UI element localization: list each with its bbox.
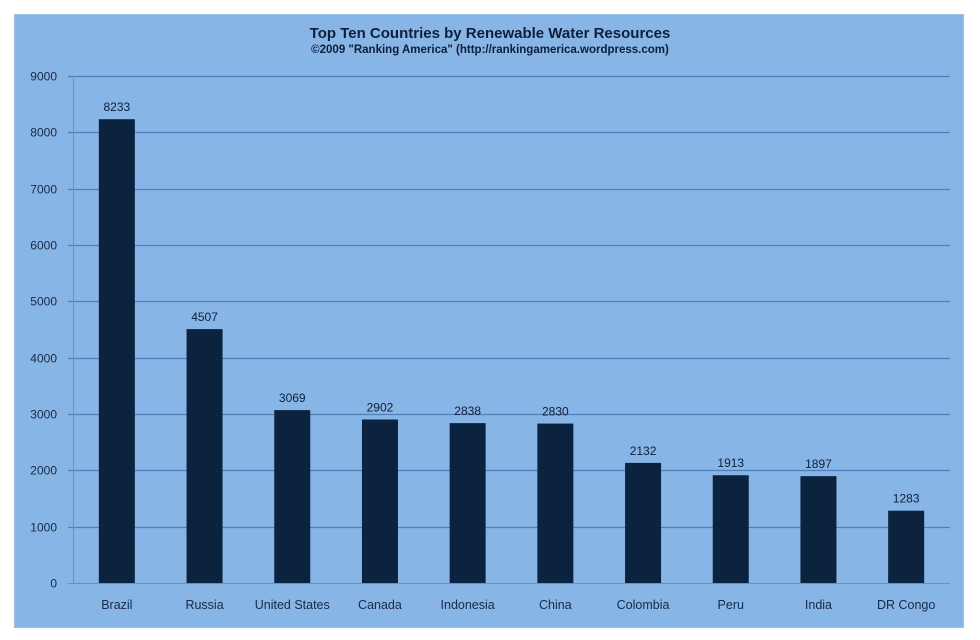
bar-colombia bbox=[625, 462, 662, 583]
data-label: 8233 bbox=[103, 100, 130, 114]
bar-united-states bbox=[274, 410, 311, 583]
chart-title: Top Ten Countries by Renewable Water Res… bbox=[309, 25, 671, 42]
y-tick-label: 1000 bbox=[30, 521, 57, 535]
y-tick-label: 9000 bbox=[30, 70, 57, 84]
axes bbox=[68, 76, 950, 584]
y-tick-label: 6000 bbox=[30, 239, 57, 253]
x-tick-label: China bbox=[539, 598, 572, 612]
data-label: 3069 bbox=[279, 391, 306, 405]
bar-russia bbox=[186, 329, 223, 583]
data-label: 2830 bbox=[542, 405, 569, 419]
y-tick-label: 2000 bbox=[30, 464, 57, 478]
bar-brazil bbox=[98, 119, 135, 583]
x-tick-label: India bbox=[805, 598, 832, 612]
chart-subtitle: ©2009 "Ranking America" (http://rankinga… bbox=[311, 44, 669, 56]
x-tick-label: United States bbox=[255, 598, 330, 612]
y-tick-label: 3000 bbox=[30, 408, 57, 422]
y-tick-label: 4000 bbox=[30, 352, 57, 366]
data-label: 4507 bbox=[191, 310, 218, 324]
bar-dr-congo bbox=[888, 510, 925, 583]
x-tick-label: DR Congo bbox=[877, 598, 935, 612]
data-label: 2838 bbox=[454, 404, 481, 418]
y-tick-label: 7000 bbox=[30, 183, 57, 197]
bar-india bbox=[800, 476, 837, 583]
data-label: 1897 bbox=[805, 457, 832, 471]
x-tick-label: Canada bbox=[358, 598, 402, 612]
y-tick-label: 8000 bbox=[30, 126, 57, 140]
data-label: 1913 bbox=[717, 456, 744, 470]
bars bbox=[98, 119, 925, 583]
x-tick-label: Russia bbox=[185, 598, 223, 612]
bar-canada bbox=[361, 419, 398, 583]
bar-peru bbox=[712, 475, 749, 583]
labels: 0 1000 2000 3000 4000 5000 6000 7000 8000 9000 823… bbox=[30, 70, 935, 613]
bar-china bbox=[537, 423, 574, 583]
x-tick-label: Peru bbox=[718, 598, 744, 612]
y-tick-label: 5000 bbox=[30, 295, 57, 309]
x-tick-label: Brazil bbox=[101, 598, 132, 612]
data-label: 2902 bbox=[367, 401, 394, 415]
data-label: 1283 bbox=[893, 492, 920, 506]
y-tick-label: 0 bbox=[50, 577, 57, 591]
data-label: 2132 bbox=[630, 444, 657, 458]
x-tick-label: Colombia bbox=[617, 598, 670, 612]
bar-indonesia bbox=[449, 423, 486, 583]
x-tick-label: Indonesia bbox=[441, 598, 495, 612]
